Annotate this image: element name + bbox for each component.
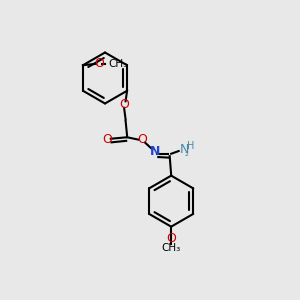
- Text: N: N: [149, 145, 160, 158]
- Text: CH₃: CH₃: [108, 59, 128, 69]
- Text: O: O: [94, 57, 104, 70]
- Text: CH₃: CH₃: [162, 243, 181, 253]
- Text: O: O: [119, 98, 129, 111]
- Text: ₂: ₂: [185, 148, 189, 158]
- Text: O: O: [166, 232, 176, 245]
- Text: N: N: [179, 143, 189, 156]
- Text: O: O: [102, 133, 112, 146]
- Text: H: H: [187, 141, 194, 151]
- Text: O: O: [137, 133, 147, 146]
